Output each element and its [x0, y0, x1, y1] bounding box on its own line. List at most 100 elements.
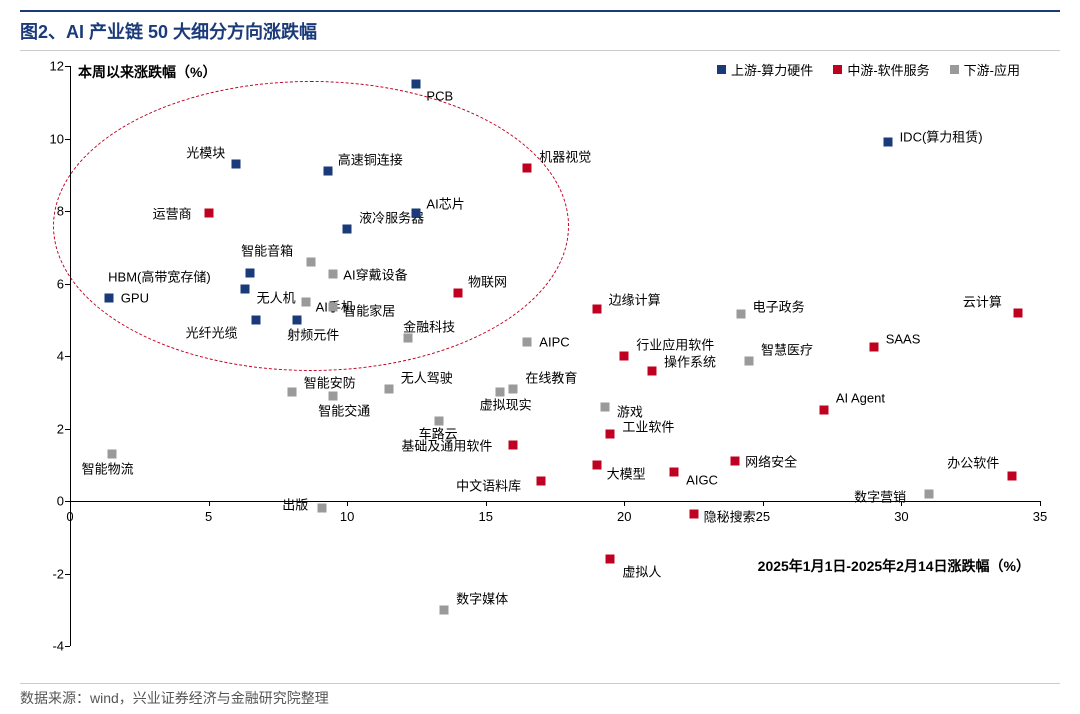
- chart-title-bar: 图2、AI 产业链 50 大细分方向涨跌幅: [20, 10, 1060, 51]
- data-point: [731, 457, 740, 466]
- chart-title: 图2、AI 产业链 50 大细分方向涨跌幅: [20, 22, 317, 42]
- data-point: [523, 163, 532, 172]
- y-tick: [65, 429, 70, 430]
- data-point: [592, 460, 601, 469]
- x-tick-label: 0: [66, 509, 73, 524]
- data-point-label: 物联网: [468, 271, 507, 290]
- data-point: [689, 509, 698, 518]
- data-point-label: 隐秘搜索: [704, 506, 756, 525]
- x-tick: [1040, 501, 1041, 506]
- y-tick: [65, 501, 70, 502]
- data-point: [883, 138, 892, 147]
- data-point: [592, 304, 601, 313]
- x-tick-label: 15: [478, 509, 492, 524]
- data-point-label: GPU: [121, 291, 149, 306]
- data-point-label: 电子政务: [753, 297, 805, 316]
- y-tick-label: 6: [42, 276, 64, 291]
- data-source: 数据来源：wind，兴业证券经济与金融研究院整理: [20, 683, 1060, 708]
- data-point-label: 大模型: [607, 463, 646, 482]
- data-point-label: 虚拟人: [622, 562, 661, 581]
- data-point: [412, 80, 421, 89]
- data-point-label: 出版: [282, 495, 308, 514]
- data-point: [104, 294, 113, 303]
- data-point-label: 边缘计算: [609, 289, 661, 308]
- data-point: [343, 225, 352, 234]
- data-point-label: 网络安全: [745, 452, 797, 471]
- data-point: [318, 504, 327, 513]
- data-point-label: 在线教育: [525, 367, 577, 386]
- data-point: [204, 208, 213, 217]
- data-point-label: HBM(高带宽存储): [108, 266, 211, 285]
- y-tick: [65, 574, 70, 575]
- y-tick: [65, 284, 70, 285]
- data-point: [1013, 308, 1022, 317]
- data-point-label: 光纤光缆: [186, 322, 238, 341]
- y-tick-label: 8: [42, 204, 64, 219]
- y-tick-label: 4: [42, 349, 64, 364]
- data-point-label: 智能物流: [82, 458, 134, 477]
- y-tick-label: -2: [42, 566, 64, 581]
- y-tick: [65, 211, 70, 212]
- data-point-label: 智能交通: [318, 400, 370, 419]
- x-tick-label: 5: [205, 509, 212, 524]
- data-point-label: 基础及通用软件: [401, 435, 492, 454]
- data-point: [925, 489, 934, 498]
- data-point-label: 智能家居: [343, 301, 395, 320]
- data-point-label: 光模块: [186, 142, 225, 161]
- data-point-label: AIGC: [686, 473, 718, 488]
- data-point: [620, 352, 629, 361]
- data-point-label: 运营商: [153, 203, 192, 222]
- data-point-label: 机器视觉: [539, 146, 591, 165]
- data-point: [301, 297, 310, 306]
- y-tick-label: 0: [42, 494, 64, 509]
- data-point: [454, 288, 463, 297]
- data-point: [736, 310, 745, 319]
- y-tick-label: 2: [42, 421, 64, 436]
- data-point-label: 金融科技: [403, 316, 455, 335]
- data-point: [323, 167, 332, 176]
- data-point-label: 办公软件: [947, 452, 999, 471]
- data-point-label: 射频元件: [287, 324, 339, 343]
- data-point-label: IDC(算力租赁): [900, 127, 983, 146]
- data-point: [648, 366, 657, 375]
- data-point-label: 中文语料库: [456, 476, 521, 495]
- x-tick-label: 35: [1033, 509, 1047, 524]
- x-tick: [209, 501, 210, 506]
- data-point-label: SAAS: [886, 331, 921, 346]
- data-point-label: AIPC: [539, 334, 569, 349]
- data-point-label: PCB: [426, 89, 453, 104]
- data-point: [869, 342, 878, 351]
- data-point-label: 无人机: [257, 287, 296, 306]
- data-point-label: 智能安防: [304, 373, 356, 392]
- data-point: [287, 388, 296, 397]
- data-point-label: 高速铜连接: [338, 150, 403, 169]
- x-tick: [486, 501, 487, 506]
- data-point: [232, 159, 241, 168]
- y-tick: [65, 139, 70, 140]
- data-point: [329, 391, 338, 400]
- x-tick-label: 20: [617, 509, 631, 524]
- x-tick-label: 30: [894, 509, 908, 524]
- data-point-label: 数字媒体: [456, 588, 508, 607]
- data-point: [600, 402, 609, 411]
- data-point: [307, 257, 316, 266]
- y-tick: [65, 646, 70, 647]
- y-tick-label: -4: [42, 639, 64, 654]
- x-axis-title: 2025年1月1日-2025年2月14日涨跌幅（%）: [758, 556, 1030, 576]
- data-point-label: 云计算: [963, 291, 1002, 310]
- y-axis: [70, 66, 71, 646]
- x-tick-label: 25: [756, 509, 770, 524]
- data-point: [440, 605, 449, 614]
- data-point: [606, 429, 615, 438]
- y-tick: [65, 356, 70, 357]
- x-tick: [70, 501, 71, 506]
- data-point-label: AI穿戴设备: [343, 265, 407, 284]
- data-point: [670, 468, 679, 477]
- x-tick: [624, 501, 625, 506]
- data-point: [537, 477, 546, 486]
- data-point: [509, 440, 518, 449]
- data-point: [384, 384, 393, 393]
- x-tick: [347, 501, 348, 506]
- scatter-chart: 上游-算力硬件中游-软件服务下游-应用 本周以来涨跌幅（%） 2025年1月1日…: [20, 56, 1060, 676]
- data-point-label: 无人驾驶: [401, 367, 453, 386]
